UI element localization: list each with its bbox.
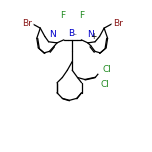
Circle shape xyxy=(60,13,66,19)
Circle shape xyxy=(95,79,106,90)
Text: B: B xyxy=(68,29,74,38)
Text: F: F xyxy=(79,11,84,21)
Circle shape xyxy=(86,30,95,38)
Text: F: F xyxy=(60,11,66,21)
Text: Cl: Cl xyxy=(102,65,111,74)
Text: ⁻: ⁻ xyxy=(73,32,76,41)
Text: N: N xyxy=(87,30,94,39)
Circle shape xyxy=(78,13,85,19)
Text: Br: Br xyxy=(114,19,123,28)
Circle shape xyxy=(48,30,57,38)
Text: Br: Br xyxy=(22,19,31,28)
Text: N: N xyxy=(49,30,56,39)
Circle shape xyxy=(20,17,33,30)
Text: Cl: Cl xyxy=(100,80,109,89)
Circle shape xyxy=(112,17,125,30)
Circle shape xyxy=(97,64,107,74)
Circle shape xyxy=(68,30,74,37)
Text: +: + xyxy=(90,32,97,41)
